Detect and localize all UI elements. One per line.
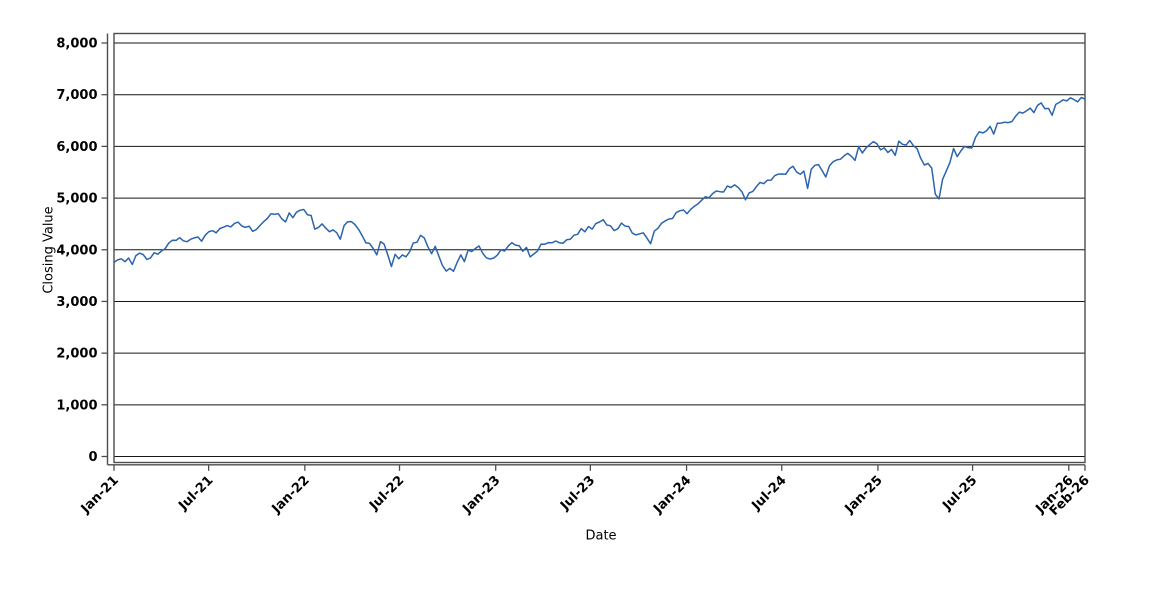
x-tick-label: Jan-25: [842, 473, 886, 517]
x-tick-label: Jul-23: [557, 473, 598, 514]
y-tick-label: 1,000: [56, 398, 97, 413]
x-tick-label: Jul-22: [366, 473, 407, 514]
x-tick-label: Jan-21: [78, 473, 122, 517]
x-tick-label: Jul-21: [175, 473, 216, 514]
plot-border: [113, 32, 1086, 464]
x-tick-label: Jan-22: [269, 473, 313, 517]
x-tick-label: Jul-24: [749, 473, 790, 514]
y-tick-label: 5,000: [56, 192, 97, 207]
y-tick-label: 0: [88, 450, 97, 465]
x-tick-label: Jan-23: [459, 473, 503, 517]
y-tick-label: 4,000: [56, 243, 97, 258]
y-tick-label: 8,000: [56, 37, 97, 52]
y-tick-label: 7,000: [56, 88, 97, 103]
x-tick-label: Jul-25: [939, 473, 980, 514]
x-axis-title: Date: [585, 528, 617, 544]
y-tick-label: 3,000: [56, 295, 97, 310]
series-line-closing-value: [113, 96, 1086, 273]
y-axis-title: Closing Value: [41, 206, 57, 294]
x-tick-label: Jan-24: [650, 473, 694, 517]
y-tick-label: 2,000: [56, 347, 97, 362]
y-tick-label: 6,000: [56, 140, 97, 155]
